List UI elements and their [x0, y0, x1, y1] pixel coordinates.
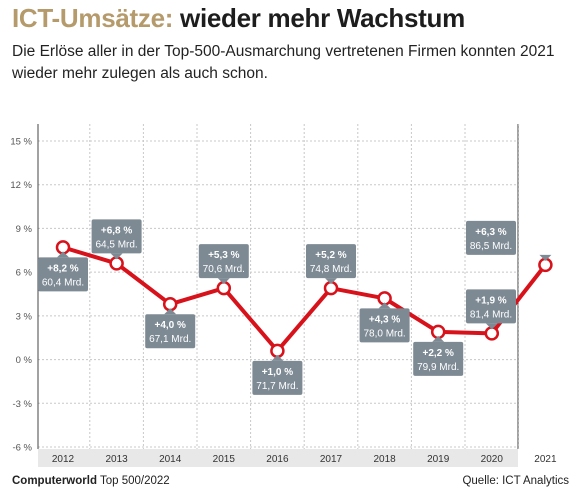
label-box	[38, 257, 88, 292]
y-tick-label: 15 %	[10, 137, 32, 148]
label-revenue: 64,5 Mrd.	[95, 239, 137, 250]
label-growth: +1,9 %	[475, 295, 507, 306]
plot-background	[38, 124, 518, 449]
label-growth: +2,2 %	[422, 348, 454, 359]
y-tick-label: -3 %	[12, 399, 32, 410]
data-label: +8,2 % 60,4 Mrd.	[38, 251, 88, 292]
label-growth: +6,8 %	[101, 225, 133, 236]
y-tick-label: 6 %	[16, 268, 33, 279]
footer-publication: Top 500/2022	[99, 475, 170, 487]
label-growth: +4,3 %	[369, 314, 401, 325]
label-growth: +8,2 %	[47, 263, 79, 274]
data-label: +2,2 % 79,9 Mrd.	[413, 335, 464, 376]
label-box	[252, 360, 303, 395]
label-revenue: 74,8 Mrd.	[310, 264, 352, 275]
label-revenue: 81,4 Mrd.	[470, 309, 512, 320]
label-revenue: 71,7 Mrd.	[256, 381, 298, 392]
x-tick-label: 2019	[427, 454, 450, 465]
label-revenue: 86,5 Mrd.	[470, 241, 512, 252]
data-label: +1,9 % 81,4 Mrd.	[466, 289, 516, 330]
label-pointer	[271, 354, 284, 361]
label-growth: +5,2 %	[315, 250, 347, 261]
y-tick-label: 0 %	[16, 355, 33, 366]
y-axis-ticks: -6 % -3 % 0 % 3 % 6 % 9 % 12 % 15 %	[10, 137, 32, 454]
data-label: +5,3 % 70,6 Mrd.	[198, 244, 249, 285]
label-box	[359, 308, 410, 343]
x-axis-ticks: 2012 2013 2014 2015 2016 2017 2018 2019 2020 2021	[38, 449, 557, 467]
label-growth: +6,3 %	[475, 227, 507, 238]
label-revenue: 78,0 Mrd.	[363, 328, 405, 339]
label-pointer	[217, 278, 230, 285]
x-tick-label: 2015	[213, 454, 236, 465]
x-tick-label: 2013	[105, 454, 128, 465]
gridlines	[37, 124, 520, 449]
label-growth: +5,3 %	[208, 250, 240, 261]
title-accent: ICT-Umsätze:	[12, 3, 174, 33]
x-tick-label: 2012	[52, 454, 75, 465]
footer-credit: Computerworld Top 500/2022	[12, 475, 170, 487]
label-box	[91, 219, 142, 254]
y-tick-label: -6 %	[12, 443, 32, 454]
series-path	[62, 245, 547, 353]
label-pointer	[432, 335, 445, 342]
label-growth: +1,0 %	[262, 367, 294, 378]
series-line	[55, 240, 553, 359]
data-labels: +8,2 % 60,4 Mrd. +6,8 % 64,5 Mrd. +4,0 % 67,1…	[38, 219, 552, 395]
data-label: +5,2 % 74,8 Mrd.	[306, 244, 356, 285]
y-tick-label: 12 %	[10, 180, 32, 191]
x-tick-label: 2014	[159, 454, 182, 465]
label-box	[306, 244, 356, 279]
label-box	[198, 244, 249, 279]
x-axis-band	[38, 449, 518, 467]
chart-title: ICT-Umsätze: wieder mehr Wachstum	[12, 3, 465, 34]
label-revenue: 79,9 Mrd.	[417, 362, 459, 373]
label-revenue: 70,6 Mrd.	[203, 264, 245, 275]
label-revenue: 60,4 Mrd.	[42, 277, 84, 288]
title-main: wieder mehr Wachstum	[180, 3, 465, 33]
label-revenue: 67,1 Mrd.	[149, 334, 191, 345]
data-label: +6,8 % 64,5 Mrd.	[91, 219, 142, 260]
footer-brand: Computerworld	[12, 475, 97, 487]
label-pointer	[57, 251, 69, 258]
data-label: +4,0 % 67,1 Mrd.	[145, 308, 196, 349]
label-pointer	[164, 308, 177, 315]
label-pointer	[485, 323, 498, 330]
label-pointer	[378, 302, 391, 309]
label-pointer	[110, 253, 123, 260]
x-tick-label: 2018	[373, 454, 396, 465]
y-tick-label: 3 %	[16, 311, 33, 322]
x-tick-label: 2021	[534, 454, 557, 465]
footer-source: Quelle: ICT Analytics	[462, 475, 569, 487]
label-box	[145, 314, 196, 349]
x-tick-label: 2017	[320, 454, 343, 465]
label-pointer	[325, 278, 337, 285]
label-pointer	[539, 254, 552, 261]
label-box	[466, 220, 516, 255]
x-tick-label: 2016	[266, 454, 289, 465]
chart-subtitle: Die Erlöse aller in der Top-500-Ausmarch…	[12, 43, 555, 82]
y-tick-label: 9 %	[16, 224, 33, 235]
label-box	[466, 289, 516, 324]
label-growth: +4,0 %	[154, 320, 186, 331]
data-label: +4,3 % 78,0 Mrd.	[359, 302, 410, 343]
x-tick-label: 2020	[481, 454, 504, 465]
label-box	[413, 341, 464, 376]
data-label: +6,3 % 86,5 Mrd.	[466, 220, 552, 261]
data-label: +1,0 % 71,7 Mrd.	[252, 354, 303, 395]
